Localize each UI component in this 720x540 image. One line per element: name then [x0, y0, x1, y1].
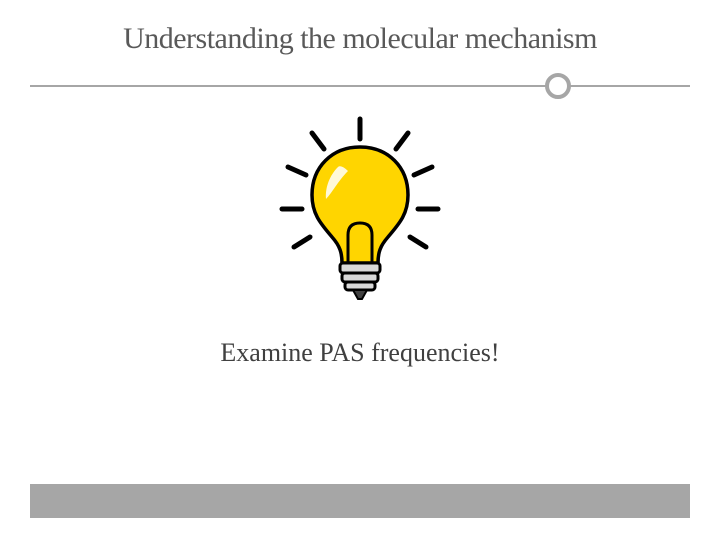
footer-bar: [30, 484, 690, 518]
title-divider: [30, 72, 690, 100]
slide-subtitle: Examine PAS frequencies!: [0, 338, 720, 368]
divider-line-left: [30, 85, 546, 87]
lightbulb-icon: [260, 115, 460, 305]
divider-circle-icon: [545, 73, 571, 99]
slide-title: Understanding the molecular mechanism: [0, 22, 720, 56]
divider-line-right: [570, 85, 690, 87]
slide-container: Understanding the molecular mechanism: [0, 0, 720, 540]
